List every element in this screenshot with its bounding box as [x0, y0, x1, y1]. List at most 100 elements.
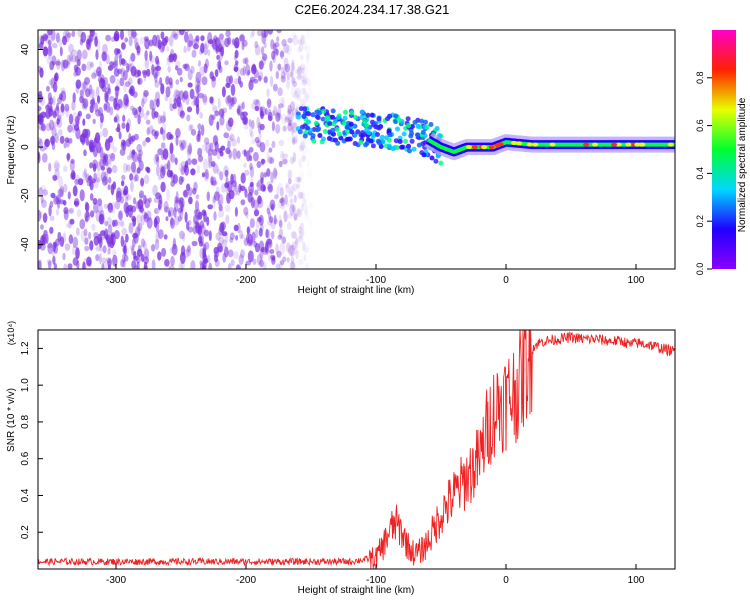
spectrogram-noise-point — [65, 106, 70, 118]
spectrogram-noise-point — [273, 214, 277, 225]
spectrogram-ridge-point — [364, 127, 370, 133]
spectrogram-noise-point — [269, 249, 275, 254]
spectrogram-noise-point — [180, 142, 184, 151]
spectrogram-noise-point — [286, 44, 292, 56]
spectrogram-ridge-point — [301, 114, 307, 119]
colorbar: 0.0 0.2 0.4 0.6 0.8 Normalized spectral ampl… — [695, 30, 748, 275]
y-tick-label: 0.2 — [20, 525, 31, 539]
spectrogram-noise-point — [186, 158, 192, 166]
spectrogram-noise-point — [63, 142, 67, 149]
spectrogram-noise-point — [186, 44, 191, 52]
spectrogram-noise-point — [285, 115, 291, 121]
spectrogram-noise-point — [256, 116, 260, 129]
spectrogram-ridge-point — [305, 125, 311, 131]
spectrogram-noise-point — [177, 67, 183, 76]
ridge-peak-point — [497, 142, 504, 147]
spectrogram-noise-point — [52, 174, 58, 181]
spectrogram-noise-point — [43, 49, 48, 59]
spectrogram-noise-point — [285, 184, 290, 193]
spectrogram-noise-point — [225, 214, 230, 224]
spectrogram-noise-point — [72, 92, 76, 103]
spectrogram-noise-point — [213, 251, 220, 258]
spectrogram-noise-point — [236, 265, 240, 269]
spectrogram-noise-point — [245, 64, 251, 76]
spectrogram-noise-point — [115, 90, 119, 101]
spectrogram-noise-point — [146, 110, 150, 116]
spectrogram-noise-point — [293, 212, 297, 221]
spectrogram-ridge-point — [368, 138, 374, 144]
spectrogram-noise-point — [110, 140, 115, 150]
spectrogram-noise-point — [74, 178, 80, 186]
spectrogram-noise-point — [156, 98, 160, 108]
spectrogram-noise-point — [216, 150, 221, 160]
spectrogram-noise-point — [238, 103, 244, 109]
spectrogram-noise-point — [131, 30, 137, 40]
spectrogram-noise-point — [301, 79, 308, 86]
spectrogram-noise-point — [104, 220, 109, 227]
spectrogram-noise-point — [95, 171, 102, 183]
spectrogram-noise-point — [298, 75, 304, 84]
spectrogram-noise-point — [101, 176, 108, 186]
spectrogram-noise-point — [49, 226, 54, 234]
spectrogram-noise-point — [68, 137, 73, 144]
spectrogram-noise-point — [297, 192, 304, 199]
spectrogram-noise-point — [179, 76, 183, 83]
spectrogram-noise-point — [266, 98, 272, 105]
spectrogram-noise-point — [160, 115, 166, 124]
spectrogram-noise-point — [175, 90, 181, 97]
spectrogram-ridge-point — [330, 127, 336, 133]
spectrogram-noise-point — [220, 229, 226, 237]
spectrogram-noise-point — [109, 61, 114, 67]
spectrogram-ridge-point — [375, 132, 380, 137]
spectrogram-noise-point — [218, 204, 223, 212]
spectrogram-noise-point — [291, 231, 297, 239]
spectrogram-noise-point — [105, 160, 109, 166]
spectrogram-ridge-point — [420, 141, 426, 147]
spectrogram-noise-point — [55, 32, 60, 43]
spectrogram-noise-point — [178, 139, 183, 148]
spectrogram-noise-point — [76, 209, 82, 218]
spectrogram-noise-point — [296, 74, 303, 80]
spectrogram-noise-point — [76, 119, 80, 126]
spectrogram-noise-point — [239, 34, 245, 42]
spectrogram-noise-point — [226, 136, 233, 143]
spectrogram-ridge-point — [433, 158, 439, 164]
spectrogram-noise-point — [287, 213, 293, 219]
spectrogram-noise-point — [184, 31, 189, 43]
spectrogram-noise-point — [227, 117, 234, 127]
spectrogram-noise-point — [269, 75, 274, 88]
spectrogram-noise-point — [134, 37, 138, 50]
spectrogram-noise-point — [179, 30, 185, 36]
spectrogram-noise-point — [309, 203, 313, 209]
spectrogram-noise-point — [162, 111, 166, 123]
spectrogram-noise-point — [169, 142, 174, 155]
spectrogram-noise-point — [279, 49, 285, 60]
spectrogram-noise-point — [301, 228, 305, 237]
spectrogram-noise-point — [291, 136, 298, 144]
spectrogram-noise-point — [175, 65, 179, 71]
spectrogram-noise-point — [120, 235, 125, 247]
spectrogram-ridge-point — [399, 144, 405, 150]
spectrogram-noise-point — [84, 102, 88, 111]
spectrogram-noise-point — [153, 207, 160, 215]
spectrogram-ridge-point — [429, 155, 435, 161]
spectrogram-noise-point — [293, 213, 298, 221]
spectrogram-noise-point — [288, 186, 294, 197]
spectrogram-noise-point — [300, 54, 304, 61]
spectrogram-noise-point — [134, 174, 139, 182]
spectrogram-noise-point — [123, 201, 129, 214]
spectrogram-noise-point — [222, 252, 227, 263]
ridge-peak-point — [583, 142, 590, 147]
spectrogram-noise-point — [95, 210, 101, 222]
spectrogram-noise-point — [96, 161, 101, 172]
spectrogram-noise-point — [143, 113, 149, 120]
spectrogram-noise-point — [243, 123, 249, 130]
spectrogram-noise-point — [217, 242, 223, 253]
spectrogram-ridge-point — [358, 139, 364, 145]
spectrogram-noise-point — [107, 202, 113, 211]
spectrogram-noise-point — [90, 144, 96, 153]
spectrogram-ridge-point — [324, 115, 330, 121]
ridge-peak-point — [532, 142, 539, 147]
spectrogram-noise-point — [136, 261, 140, 269]
spectrogram-noise-point — [243, 237, 249, 246]
